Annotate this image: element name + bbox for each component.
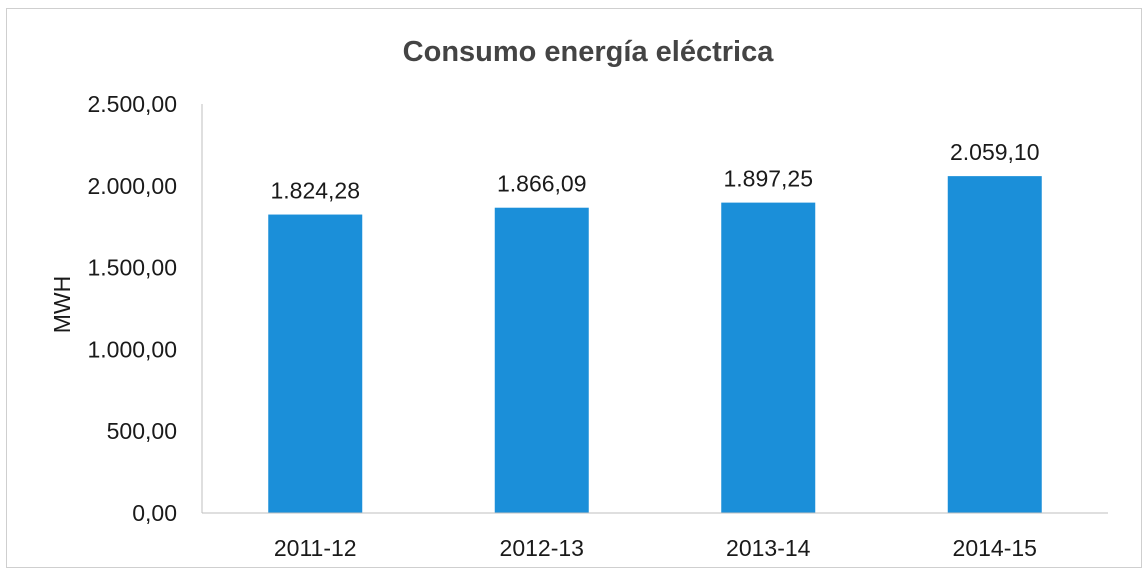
bars: 1.824,28 1.866,09 1.897,25 2.059,10 <box>268 139 1042 514</box>
y-tick-label: 2.500,00 <box>87 91 177 117</box>
y-axis-title: MWH <box>49 276 75 333</box>
data-label-2014-15: 2.059,10 <box>950 139 1040 165</box>
x-tick-label-2012-13: 2012-13 <box>500 535 584 561</box>
y-tick-label: 0,00 <box>132 500 177 526</box>
data-label-2011-12: 1.824,28 <box>270 178 360 204</box>
y-tick-label: 1.500,00 <box>87 255 177 281</box>
chart-title: Consumo energía eléctrica <box>402 36 774 68</box>
bar-2013-14 <box>721 202 816 513</box>
y-tick-label: 1.000,00 <box>87 336 177 362</box>
y-tick-label: 2.000,00 <box>87 173 177 199</box>
x-tick-label-2014-15: 2014-15 <box>953 535 1037 561</box>
bar-2014-15 <box>947 176 1042 514</box>
x-tick-label-2011-12: 2011-12 <box>274 535 357 561</box>
data-label-2013-14: 1.897,25 <box>723 166 813 192</box>
x-tick-label-2013-14: 2013-14 <box>726 535 811 561</box>
bar-2012-13 <box>494 207 589 513</box>
x-axis: 2011-12 2012-13 2013-14 2014-15 <box>202 512 1108 561</box>
y-axis: 0,00 500,00 1.000,00 1.500,00 2.000,00 2.500,… <box>87 91 203 526</box>
bar-2011-12 <box>268 214 363 513</box>
data-label-2012-13: 1.866,09 <box>497 171 587 197</box>
y-tick-label: 500,00 <box>107 418 177 444</box>
